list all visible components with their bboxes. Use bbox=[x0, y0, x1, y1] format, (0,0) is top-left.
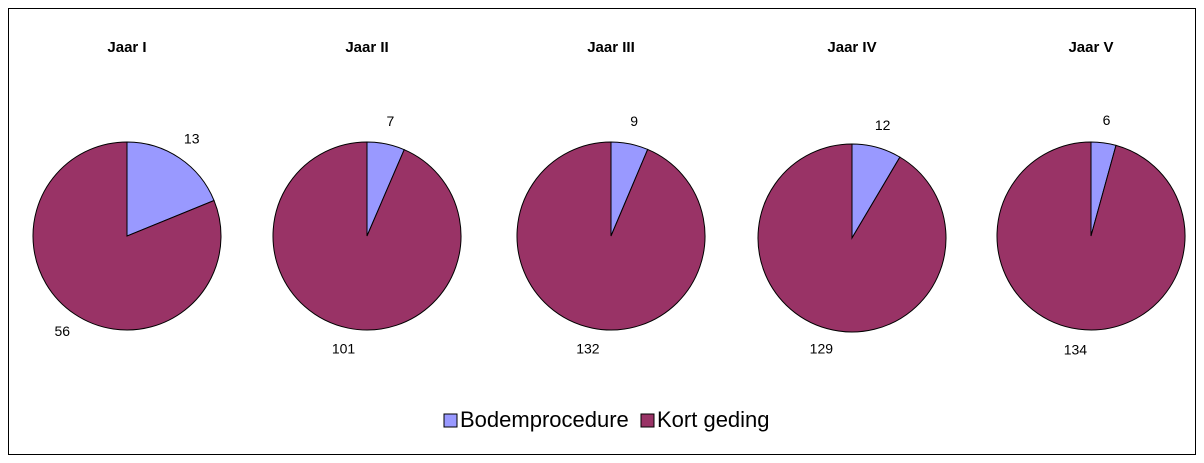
data-label: 7 bbox=[387, 113, 395, 129]
data-label: 101 bbox=[332, 340, 356, 356]
legend-label: Kort geding bbox=[657, 407, 770, 432]
legend-label: Bodemprocedure bbox=[460, 407, 629, 432]
data-label: 129 bbox=[810, 341, 834, 357]
data-label: 132 bbox=[576, 340, 600, 356]
legend-swatch bbox=[640, 413, 655, 428]
pie-slice bbox=[757, 143, 947, 333]
pie-slice bbox=[516, 141, 706, 331]
data-label: 134 bbox=[1064, 342, 1088, 358]
data-label: 56 bbox=[54, 323, 70, 339]
data-label: 12 bbox=[875, 117, 891, 133]
chart-title: Jaar III bbox=[587, 39, 635, 56]
chart-title: Jaar I bbox=[107, 39, 146, 56]
data-label: 6 bbox=[1103, 112, 1111, 128]
chart-title: Jaar IV bbox=[827, 39, 876, 56]
chart-title: Jaar V bbox=[1068, 39, 1113, 56]
data-label: 9 bbox=[630, 113, 638, 129]
pie-slice bbox=[32, 141, 222, 331]
data-label: 13 bbox=[184, 130, 200, 146]
pie-slice bbox=[126, 141, 215, 237]
chart-title: Jaar II bbox=[345, 39, 388, 56]
pie-slice bbox=[272, 141, 462, 331]
legend-swatch bbox=[443, 413, 458, 428]
pie-slice bbox=[996, 141, 1186, 331]
